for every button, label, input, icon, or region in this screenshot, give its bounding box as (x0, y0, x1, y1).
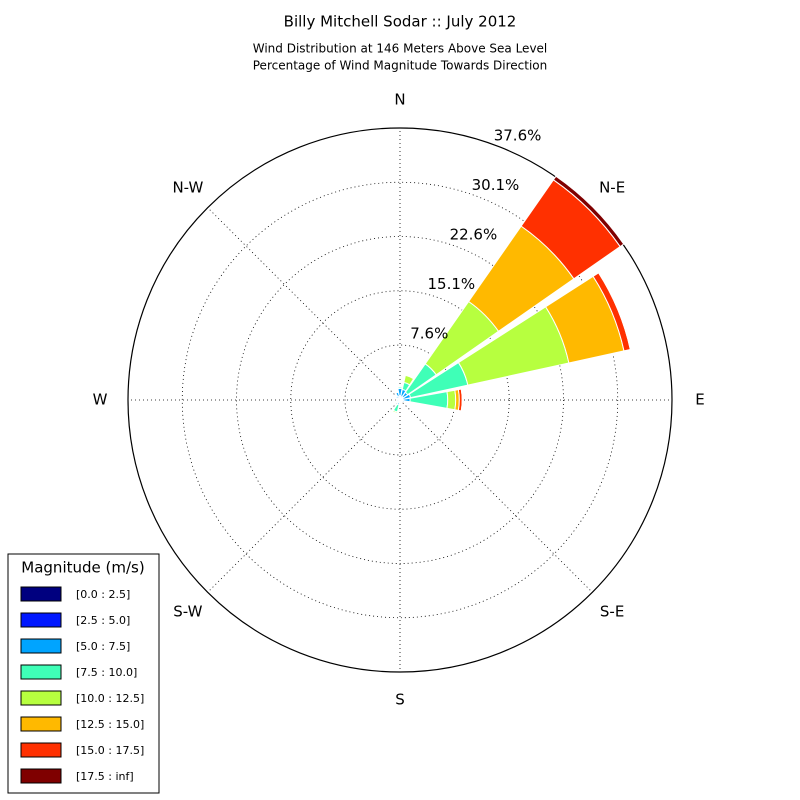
legend-label: [7.5 : 10.0] (76, 666, 137, 679)
direction-label: S-E (600, 603, 624, 621)
legend-label: [0.0 : 2.5] (76, 588, 130, 601)
direction-label: S-W (173, 603, 202, 621)
direction-label: S (395, 691, 405, 709)
legend-label: [17.5 : inf] (76, 770, 134, 783)
radial-tick-label: 30.1% (472, 176, 520, 194)
rose-segment (396, 402, 398, 404)
legend-swatch (20, 690, 62, 706)
radial-tick-label: 22.6% (450, 226, 498, 244)
legend-swatch (20, 612, 62, 628)
direction-label: W (93, 391, 108, 409)
direction-label: N-E (599, 178, 625, 196)
grid-circle (127, 127, 673, 673)
direction-label: N (394, 91, 405, 109)
chart-subtitle: Wind Distribution at 146 Meters Above Se… (253, 42, 548, 56)
radial-tick-label: 37.6% (494, 126, 542, 144)
rose-segment (446, 389, 457, 411)
chart-title: Billy Mitchell Sodar :: July 2012 (284, 13, 517, 31)
legend-title: Magnitude (m/s) (21, 559, 144, 577)
legend-label: [2.5 : 5.0] (76, 614, 130, 627)
grid-circle (181, 181, 619, 619)
legend-label: [5.0 : 7.5] (76, 640, 130, 653)
radial-tick-label: 15.1% (428, 275, 476, 293)
legend-swatch (20, 716, 62, 732)
grid-circle (290, 290, 510, 510)
grid-spoke (399, 399, 593, 593)
legend-swatch (20, 638, 62, 654)
rose-segment (392, 411, 398, 414)
legend-swatch (20, 664, 62, 680)
grid-spoke (207, 399, 401, 593)
rose-segment (552, 175, 625, 248)
legend-label: [15.0 : 17.5] (76, 744, 144, 757)
direction-label: N-W (172, 178, 203, 196)
legend-swatch (20, 586, 62, 602)
direction-label: E (695, 391, 704, 409)
rose-segment (403, 400, 406, 403)
legend-label: [10.0 : 12.5] (76, 692, 144, 705)
grid-spoke (207, 207, 401, 401)
chart-subtitle: Percentage of Wind Magnitude Towards Dir… (253, 59, 547, 73)
legend-swatch (20, 742, 62, 758)
grid-circle (236, 236, 564, 564)
radial-tick-label: 7.6% (410, 325, 448, 343)
legend-label: [12.5 : 15.0] (76, 718, 144, 731)
legend-swatch (20, 768, 62, 784)
